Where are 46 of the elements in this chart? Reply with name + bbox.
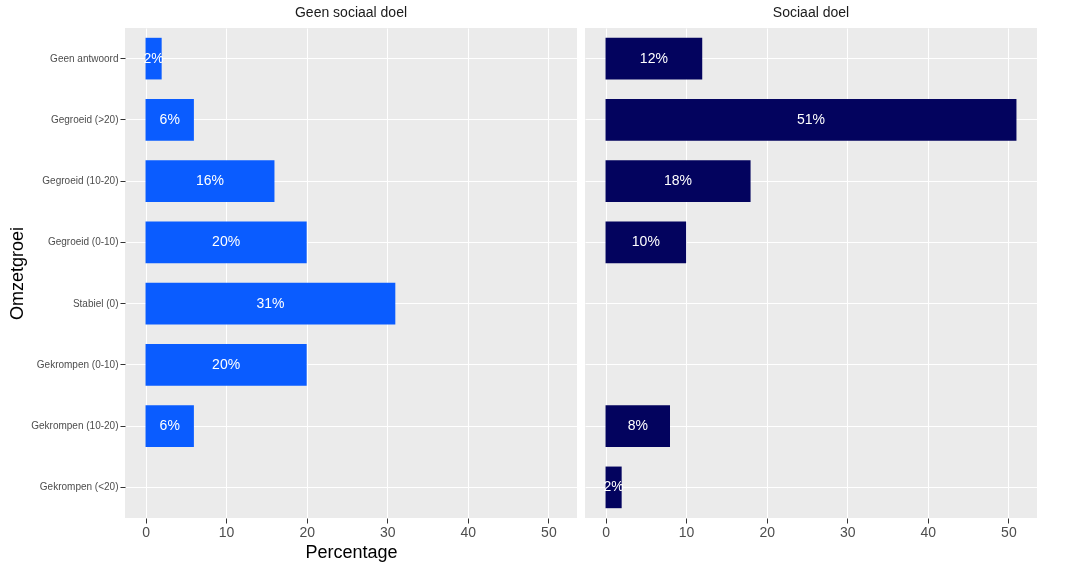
x-tick-label: 30 (839, 523, 856, 540)
y-tick-label: Gegroeid (0-10) (47, 236, 119, 248)
data-label: 31% (256, 294, 285, 311)
x-tick-label: 10 (218, 523, 235, 540)
x-tick-label: 30 (379, 523, 396, 540)
chart-title: Geen sociaal doel (294, 4, 408, 20)
data-label: 16% (195, 172, 225, 189)
x-tick-label: 10 (678, 523, 695, 540)
bar (145, 221, 307, 264)
data-label: 10% (631, 233, 660, 250)
y-tick-label: Gekrompen (0-10) (36, 358, 119, 370)
bar (605, 160, 751, 202)
y-tick-label: Gekrompen (10-20) (31, 420, 119, 432)
x-tick-label: 40 (920, 523, 937, 540)
x-tick-label: 40 (460, 523, 477, 540)
bar (145, 99, 194, 141)
y-tick-label: Gegroeid (>20) (50, 113, 119, 125)
y-tick-label: Stabiel (0) (72, 297, 119, 309)
x-tick-label: 50 (1001, 523, 1017, 540)
data-label: 20% (212, 233, 241, 250)
x-tick-label: 50 (541, 523, 557, 540)
data-label: 6% (159, 110, 180, 127)
data-label: 51% (796, 110, 826, 127)
x-tick-label: 20 (299, 523, 316, 540)
data-label: 20% (212, 355, 241, 372)
data-label: 12% (639, 49, 668, 66)
data-label: 8% (627, 417, 648, 434)
chart-title: Sociaal doel (772, 4, 850, 20)
data-label: 6% (159, 417, 180, 434)
data-label: 18% (664, 172, 693, 189)
bar (605, 99, 1017, 141)
y-tick-label: Gegroeid (10-20) (42, 175, 119, 187)
bar (605, 221, 687, 264)
x-tick-label: 0 (602, 523, 611, 540)
x-tick-label: 20 (759, 523, 776, 540)
bar (145, 405, 194, 447)
bar (145, 160, 275, 202)
bar (145, 282, 396, 325)
x-axis-title: Percentage (305, 541, 398, 562)
bar (605, 405, 670, 447)
x-tick-label: 0 (142, 523, 151, 540)
y-axis-title: Omzetgroei (7, 226, 28, 321)
y-tick-label: Geen antwoord (50, 52, 119, 64)
bar (605, 37, 703, 80)
y-tick-label: Gekrompen (<20) (39, 481, 119, 493)
bar (145, 344, 307, 386)
